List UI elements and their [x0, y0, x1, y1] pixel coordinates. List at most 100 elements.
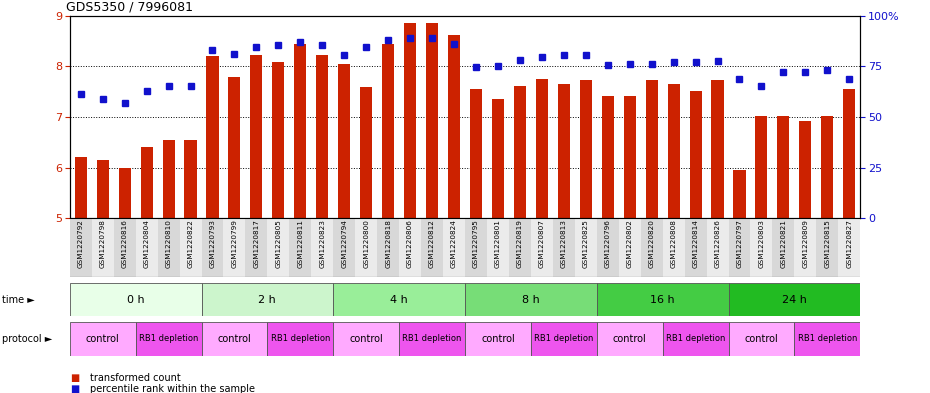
Bar	[399, 218, 421, 277]
Bar	[289, 218, 312, 277]
Bar	[728, 322, 794, 356]
Text: GSM1220820: GSM1220820	[648, 219, 655, 268]
Bar	[751, 218, 773, 277]
Bar	[844, 89, 856, 218]
Bar	[97, 160, 109, 218]
Bar	[443, 218, 465, 277]
Bar	[119, 167, 131, 218]
Bar	[531, 322, 597, 356]
Text: percentile rank within the sample: percentile rank within the sample	[90, 384, 255, 393]
Text: GSM1220796: GSM1220796	[604, 219, 611, 268]
Bar	[794, 218, 817, 277]
Text: control: control	[350, 334, 383, 344]
Bar	[202, 218, 223, 277]
Text: control: control	[613, 334, 646, 344]
Bar	[136, 218, 157, 277]
Bar	[684, 218, 707, 277]
Bar	[711, 81, 724, 218]
Text: GSM1220807: GSM1220807	[538, 219, 545, 268]
Bar	[531, 218, 552, 277]
Bar	[246, 218, 267, 277]
Text: GSM1220811: GSM1220811	[298, 219, 303, 268]
Bar	[575, 218, 597, 277]
Bar	[272, 62, 285, 218]
Bar	[552, 218, 575, 277]
Bar	[624, 95, 636, 218]
Bar	[645, 81, 658, 218]
Bar	[558, 84, 570, 218]
Bar	[136, 322, 202, 356]
Bar	[202, 322, 267, 356]
Bar	[163, 140, 175, 218]
Bar	[179, 218, 202, 277]
Text: GSM1220802: GSM1220802	[627, 219, 632, 268]
Bar	[333, 218, 355, 277]
Text: RB1 depletion: RB1 depletion	[139, 334, 198, 343]
Bar	[514, 86, 526, 218]
Text: GSM1220799: GSM1220799	[232, 219, 237, 268]
Text: GSM1220810: GSM1220810	[166, 219, 171, 268]
Bar	[597, 283, 728, 316]
Bar	[333, 322, 399, 356]
Bar	[267, 218, 289, 277]
Bar	[597, 322, 662, 356]
Bar	[579, 81, 591, 218]
Bar	[662, 218, 684, 277]
Bar	[465, 218, 487, 277]
Text: GSM1220824: GSM1220824	[451, 219, 457, 268]
Bar	[448, 35, 460, 218]
Bar	[641, 218, 662, 277]
Bar	[426, 23, 438, 218]
Bar	[223, 218, 246, 277]
Bar	[487, 218, 509, 277]
Bar	[728, 218, 751, 277]
Text: GSM1220822: GSM1220822	[188, 219, 193, 268]
Text: 4 h: 4 h	[391, 295, 408, 305]
Bar	[206, 56, 219, 218]
Bar	[355, 218, 378, 277]
Bar	[734, 170, 746, 218]
Text: GSM1220819: GSM1220819	[517, 219, 523, 268]
Bar	[470, 89, 482, 218]
Text: GSM1220817: GSM1220817	[253, 219, 259, 268]
Bar	[378, 218, 399, 277]
Text: GDS5350 / 7996081: GDS5350 / 7996081	[66, 0, 193, 13]
Text: RB1 depletion: RB1 depletion	[798, 334, 857, 343]
Bar	[755, 116, 767, 218]
Bar	[728, 283, 860, 316]
Text: ■: ■	[70, 373, 79, 383]
Bar	[70, 283, 202, 316]
Text: 16 h: 16 h	[650, 295, 675, 305]
Bar	[294, 44, 306, 218]
Bar	[312, 218, 333, 277]
Bar	[794, 322, 860, 356]
Text: GSM1220809: GSM1220809	[803, 219, 808, 268]
Text: GSM1220805: GSM1220805	[275, 219, 282, 268]
Bar	[689, 91, 701, 218]
Bar	[597, 218, 618, 277]
Text: control: control	[745, 334, 778, 344]
Bar	[509, 218, 531, 277]
Bar	[618, 218, 641, 277]
Bar	[229, 77, 241, 218]
Text: transformed count: transformed count	[90, 373, 181, 383]
Text: RB1 depletion: RB1 depletion	[403, 334, 462, 343]
Text: 24 h: 24 h	[782, 295, 807, 305]
Bar	[799, 121, 811, 218]
Text: 2 h: 2 h	[259, 295, 276, 305]
Bar	[113, 218, 136, 277]
Text: control: control	[86, 334, 120, 344]
Text: GSM1220827: GSM1220827	[846, 219, 852, 268]
Text: GSM1220825: GSM1220825	[583, 219, 589, 268]
Bar	[777, 116, 790, 218]
Text: time ►: time ►	[2, 295, 34, 305]
Text: GSM1220818: GSM1220818	[385, 219, 392, 268]
Bar	[421, 218, 443, 277]
Text: 8 h: 8 h	[522, 295, 539, 305]
Bar	[333, 283, 465, 316]
Text: GSM1220812: GSM1220812	[429, 219, 435, 268]
Text: protocol ►: protocol ►	[2, 334, 52, 344]
Text: GSM1220821: GSM1220821	[780, 219, 787, 268]
Text: GSM1220804: GSM1220804	[143, 219, 150, 268]
Bar	[74, 157, 86, 218]
